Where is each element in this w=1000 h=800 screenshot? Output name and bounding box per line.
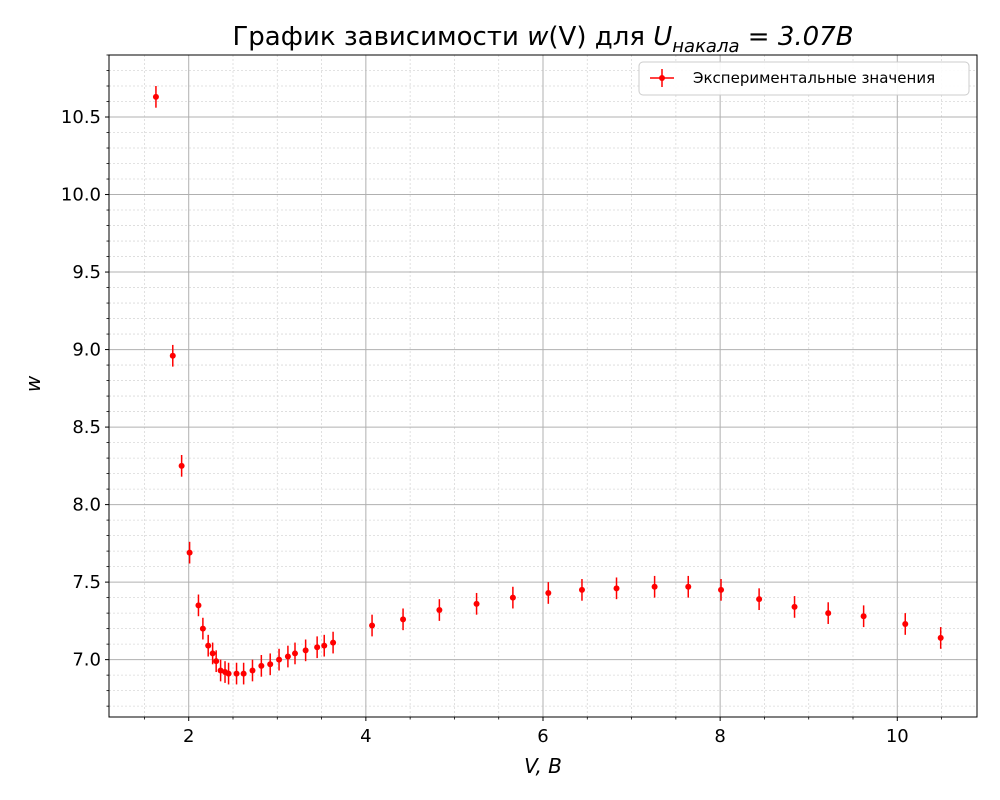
data-point [321, 642, 328, 649]
y-tick-label: 7.5 [72, 572, 101, 593]
data-point [258, 662, 265, 669]
data-point [902, 620, 909, 627]
data-point [651, 583, 658, 590]
title-suffix: = 3.07B [740, 22, 854, 52]
tick-labels: 2 4 6 8 10 7.0 7.5 8.0 8.5 9.0 9.5 10.0 10.5 [61, 107, 909, 747]
data-point [267, 661, 274, 668]
x-tick-label: 2 [183, 726, 194, 747]
x-tick-label: 6 [537, 726, 548, 747]
title-prefix: График зависимости [232, 22, 527, 52]
data-point [292, 650, 298, 657]
y-tick-label: 8.0 [72, 495, 101, 516]
title-u: U [653, 22, 672, 52]
y-axis-label: w [21, 375, 45, 392]
data-point [195, 602, 202, 609]
data-point [152, 93, 159, 100]
data-point [249, 667, 256, 674]
data-point [240, 670, 247, 677]
data-point [330, 639, 337, 646]
title-mid: для [586, 22, 653, 52]
data-point [937, 634, 944, 641]
data-point [436, 607, 443, 614]
data-point [225, 670, 232, 677]
title-w: w [527, 22, 549, 52]
y-tick-label: 9.5 [72, 262, 101, 283]
data-point [178, 462, 185, 469]
data-point [199, 625, 206, 632]
data-point [473, 600, 480, 607]
data-point [578, 586, 585, 593]
x-axis-label: V, B [524, 754, 562, 778]
data-points [152, 86, 944, 685]
y-tick-label: 8.5 [72, 417, 101, 438]
y-tick-label: 10.5 [61, 107, 101, 128]
data-point [509, 594, 516, 601]
legend: Экспериментальные значения [638, 61, 970, 96]
legend-box [638, 61, 970, 96]
data-point [545, 589, 552, 596]
data-point [685, 583, 692, 590]
data-point [718, 586, 725, 593]
title-sub: накала [672, 36, 739, 57]
legend-marker-dot [659, 75, 665, 81]
data-point [314, 644, 321, 651]
chart-title: График зависимости w(V) для Uнакала = 3.… [232, 22, 853, 57]
y-tick-label: 7.0 [72, 650, 101, 671]
y-tick-label: 9.0 [72, 340, 101, 361]
x-tick-label: 4 [360, 726, 371, 747]
data-point [233, 670, 240, 677]
data-point [860, 613, 867, 620]
data-point [169, 352, 176, 359]
data-point [209, 650, 216, 657]
data-point [756, 596, 763, 603]
legend-label: Экспериментальные значения [693, 69, 935, 87]
data-point [825, 610, 832, 617]
data-point [276, 656, 283, 663]
data-point [205, 642, 212, 649]
data-point [213, 658, 220, 665]
data-point [302, 647, 309, 654]
x-tick-label: 8 [714, 726, 725, 747]
data-point [369, 622, 376, 629]
data-point [284, 653, 291, 660]
data-point [791, 603, 798, 610]
data-point [400, 616, 407, 623]
data-point [186, 549, 193, 556]
y-tick-label: 10.0 [61, 185, 101, 206]
major-grid [109, 55, 977, 717]
title-v: (V) [548, 22, 586, 52]
data-point [613, 585, 620, 592]
plot-frame [108, 54, 978, 718]
x-tick-label: 10 [886, 726, 909, 747]
